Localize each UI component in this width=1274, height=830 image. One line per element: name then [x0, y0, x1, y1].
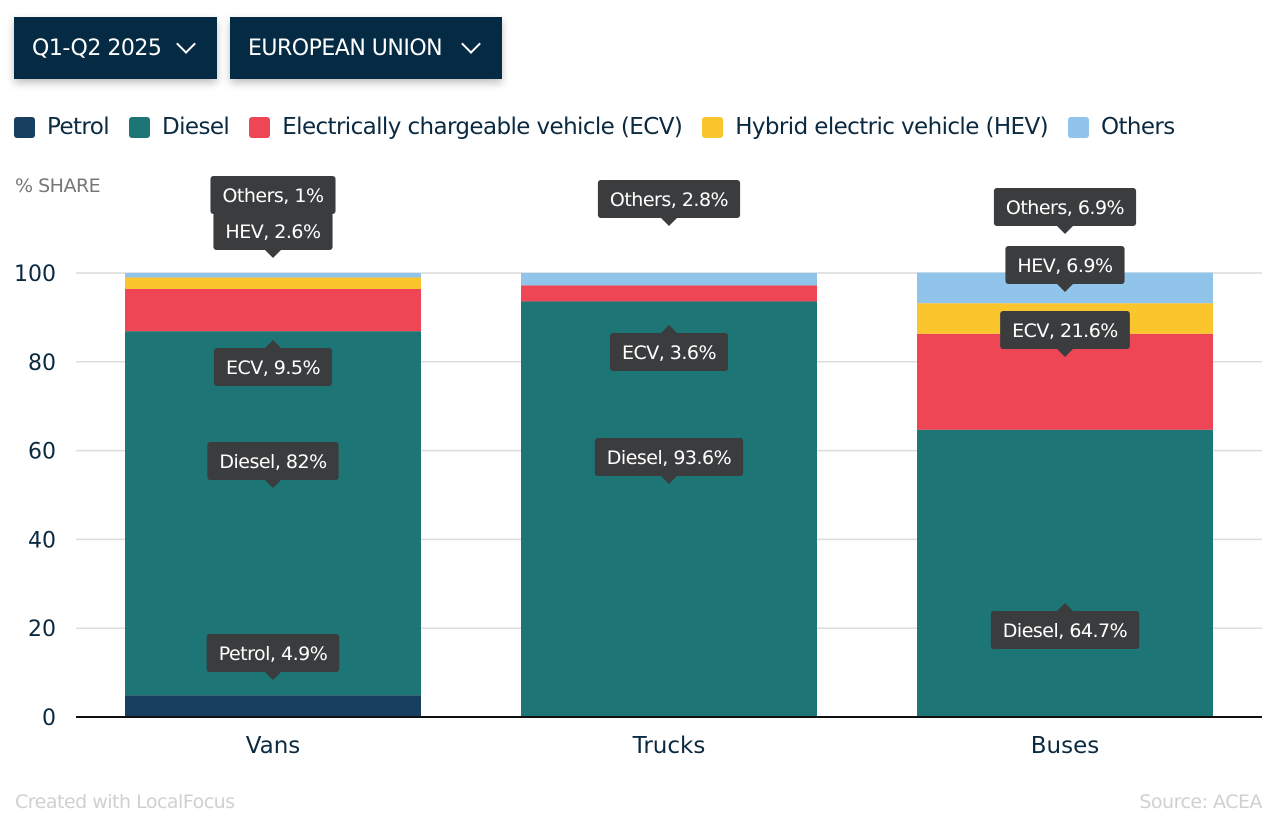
tooltip-box: [213, 348, 333, 386]
tooltip-trucks-others: Others, 2.8%: [597, 180, 741, 226]
tooltip-vans-hev: HEV, 2.6%: [213, 212, 333, 258]
y-tick-label: 80: [28, 351, 56, 376]
tooltip-text: HEV, 6.9%: [1017, 255, 1112, 277]
tooltip-text: ECV, 9.5%: [226, 357, 320, 379]
tooltip-pointer: [1057, 226, 1073, 234]
tooltip-buses-others: Others, 6.9%: [993, 188, 1137, 234]
tooltip-buses-hev: HEV, 6.9%: [1005, 246, 1125, 292]
legend-swatch-hev: [702, 116, 724, 138]
tooltip-box: [594, 438, 744, 476]
tooltip-text: Diesel, 93.6%: [607, 447, 731, 469]
tooltip-buses-diesel: Diesel, 64.7%: [990, 603, 1140, 649]
tooltip-box: [207, 442, 339, 480]
tooltip-text: HEV, 2.6%: [225, 221, 320, 243]
legend-label-diesel: Diesel: [162, 114, 230, 140]
tooltip-text: Diesel, 82%: [219, 451, 326, 473]
tooltip-box: [597, 180, 741, 218]
credit-text[interactable]: Created with LocalFocus: [15, 791, 235, 813]
tooltip-trucks-diesel: Diesel, 93.6%: [594, 438, 744, 484]
region-filter-dropdown[interactable]: EUROPEAN UNION: [230, 17, 502, 79]
y-axis-label: % SHARE: [15, 175, 101, 197]
x-category-label: Buses: [1031, 733, 1099, 759]
legend-item-hev[interactable]: Hybrid electric vehicle (HEV): [702, 114, 1049, 140]
legend-item-others[interactable]: Others: [1067, 114, 1175, 140]
tooltip-pointer: [661, 218, 677, 226]
legend-label-hev: Hybrid electric vehicle (HEV): [735, 114, 1048, 140]
tooltip-pointer: [661, 325, 677, 333]
tooltip-vans-petrol: Petrol, 4.9%: [206, 634, 340, 680]
tooltip-text: Others, 1%: [222, 185, 323, 207]
tooltip-pointer: [1057, 284, 1073, 292]
tooltip-pointer: [265, 250, 281, 258]
tooltip-pointer: [1057, 349, 1073, 357]
y-tick-label: 0: [42, 706, 56, 731]
tooltip-text: Others, 6.9%: [1006, 197, 1124, 219]
tooltip-text: Others, 2.8%: [610, 189, 728, 211]
bar-segment-buses-diesel: [917, 429, 1213, 717]
bar-segment-vans-hev: [125, 277, 421, 289]
bar-segment-vans-petrol: [125, 695, 421, 717]
tooltip-text: ECV, 3.6%: [622, 342, 716, 364]
bar-segment-trucks-others: [521, 273, 817, 286]
tooltip-vans-ecv: ECV, 9.5%: [213, 340, 333, 386]
tooltip-buses-ecv: ECV, 21.6%: [1000, 311, 1130, 357]
tooltip-box: [990, 611, 1140, 649]
tooltip-trucks-ecv: ECV, 3.6%: [609, 325, 729, 371]
tooltip-vans-others: Others, 1%: [210, 176, 336, 214]
tooltip-box: [1005, 246, 1125, 284]
tooltip-text: ECV, 21.6%: [1012, 320, 1118, 342]
y-tick-label: 40: [28, 528, 56, 553]
legend-label-petrol: Petrol: [47, 114, 110, 140]
legend-swatch-others: [1067, 116, 1089, 138]
bar-segment-vans-ecv: [125, 288, 421, 332]
legend-swatch-petrol: [14, 116, 35, 138]
tooltip-pointer: [265, 480, 281, 488]
period-filter-dropdown[interactable]: Q1-Q2 2025: [14, 17, 217, 79]
x-category-label: Vans: [246, 733, 301, 759]
y-tick-label: 20: [28, 617, 56, 642]
tooltip-box: [206, 634, 340, 672]
chart-legend: Petrol Diesel Electrically chargeable ve…: [14, 114, 1195, 140]
period-filter-label: Q1-Q2 2025: [32, 35, 162, 61]
tooltip-box: [993, 188, 1137, 226]
legend-item-ecv[interactable]: Electrically chargeable vehicle (ECV): [249, 114, 683, 140]
region-filter-label: EUROPEAN UNION: [248, 35, 443, 61]
bar-segment-vans-others: [125, 273, 421, 278]
legend-swatch-ecv: [249, 116, 271, 138]
legend-swatch-diesel: [129, 116, 151, 138]
tooltip-box: [210, 176, 336, 214]
tooltip-pointer: [265, 340, 281, 348]
tooltip-pointer: [265, 672, 281, 680]
tooltip-text: Diesel, 64.7%: [1003, 620, 1127, 642]
x-category-label: Trucks: [632, 733, 706, 759]
bar-segment-trucks-ecv: [521, 285, 817, 302]
tooltip-vans-diesel: Diesel, 82%: [207, 442, 339, 488]
y-tick-label: 60: [28, 440, 56, 465]
legend-label-ecv: Electrically chargeable vehicle (ECV): [282, 114, 683, 140]
tooltip-box: [1000, 311, 1130, 349]
tooltip-box: [213, 212, 333, 250]
tooltip-pointer: [1057, 603, 1073, 611]
y-tick-label: 100: [14, 262, 56, 287]
legend-label-others: Others: [1100, 114, 1175, 140]
legend-item-diesel[interactable]: Diesel: [129, 114, 230, 140]
legend-item-petrol[interactable]: Petrol: [14, 114, 110, 140]
tooltip-text: Petrol, 4.9%: [219, 643, 328, 665]
source-text: Source: ACEA: [1139, 791, 1262, 813]
tooltip-pointer: [661, 476, 677, 484]
tooltip-box: [609, 333, 729, 371]
